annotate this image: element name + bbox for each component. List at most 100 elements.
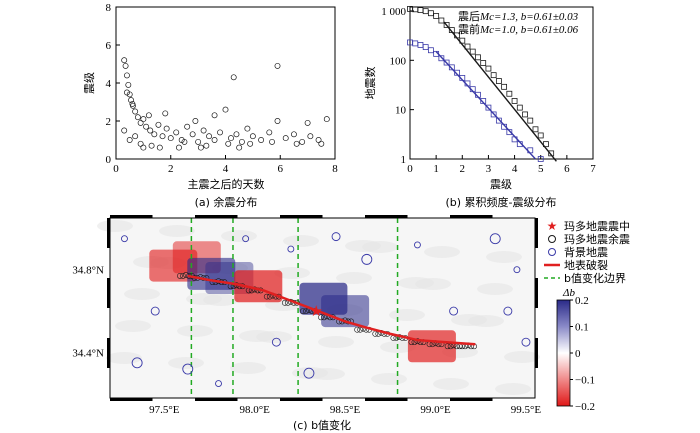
relief-shade — [230, 362, 266, 374]
panel-b-xtick-label: 7 — [590, 163, 596, 175]
relief-shade — [486, 251, 522, 263]
aftershock-point — [323, 116, 330, 123]
aftershock-point — [156, 144, 163, 151]
aftershock-point — [147, 127, 154, 134]
panel-b-ytick-label: 100 — [390, 55, 407, 67]
aftershock-point — [140, 144, 147, 151]
aftershock-point — [121, 57, 128, 64]
aftershock-point — [173, 129, 180, 136]
colorbar-tick-label: 0.2 — [575, 295, 589, 307]
fmd-point — [506, 90, 513, 97]
frame-segment — [110, 215, 153, 218]
panel-c-map: ★ 97.5°E 98.0°E 98.5°E 99.0°E 99.5°E 34.8°N 34… — [72, 215, 630, 432]
aftershock-point — [274, 62, 281, 69]
aftershock-point — [244, 125, 251, 132]
fmd-point — [433, 50, 440, 57]
map-aftershock — [444, 343, 451, 350]
panel-a-caption: (a) 余震分布 — [195, 195, 258, 209]
background-quake — [121, 235, 128, 243]
fmd-point — [448, 64, 455, 71]
fmd-point — [527, 147, 534, 154]
relief-shade — [504, 351, 540, 363]
background-quake — [449, 306, 459, 316]
frame-segment — [195, 215, 238, 218]
relief-shade — [424, 246, 460, 258]
fmd-point — [495, 78, 502, 84]
fmd-point — [522, 111, 528, 118]
frame-segment — [535, 278, 538, 308]
aftershock-point — [134, 114, 141, 121]
annotation-before-prefix: 震前 — [458, 22, 480, 36]
fmd-point — [516, 104, 523, 111]
relief-shade — [283, 235, 319, 247]
panel-a-xtick-label: 4 — [223, 163, 229, 175]
background-quake — [287, 245, 295, 253]
fmd-point — [485, 104, 492, 111]
fit-line — [443, 21, 557, 162]
fmd-point — [495, 117, 502, 124]
fmd-point — [469, 86, 476, 93]
frame-segment — [280, 398, 323, 401]
aftershock-point — [181, 138, 188, 145]
aftershock-point — [121, 127, 128, 134]
fmd-point — [548, 150, 555, 157]
colorbar-tick-label: −0.2 — [575, 401, 595, 413]
panel-a-ytick-label: 4 — [106, 78, 112, 90]
aftershock-point — [128, 97, 135, 104]
background-quake — [521, 337, 531, 347]
aftershock-point — [258, 137, 265, 143]
panel-b-xtick-label: 6 — [564, 163, 570, 175]
aftershock-point — [162, 110, 169, 117]
panel-b-ytick-label: 1 000 — [381, 6, 406, 18]
fmd-point — [511, 98, 518, 104]
legend-background-symbol — [548, 248, 556, 256]
fmd-point — [537, 132, 544, 139]
panel-a-ylabel: 震级 — [83, 72, 96, 94]
fmd-point — [443, 59, 450, 66]
aftershock-point — [225, 140, 232, 147]
db-patch — [149, 249, 198, 282]
db-patch — [407, 330, 456, 363]
frame-segment — [365, 398, 408, 401]
colorbar-tick-label: 0.1 — [575, 322, 589, 334]
fmd-point — [428, 47, 434, 54]
aftershock-point — [274, 118, 281, 124]
frame-segment — [450, 215, 493, 218]
panel-a-ytick-label: 2 — [106, 116, 112, 128]
frame-segment — [107, 278, 110, 308]
panel-a-ytick-label: 0 — [106, 154, 112, 166]
fmd-point — [475, 91, 481, 98]
relief-shade — [318, 336, 354, 348]
colorbar-tick-label: 0 — [575, 348, 581, 360]
panel-b-xlabel: 震级 — [490, 178, 512, 191]
panel-c-xtick-label: 99.5°E — [511, 404, 542, 416]
aftershock-point — [318, 140, 325, 147]
aftershock-point — [206, 133, 213, 140]
relief-shade — [221, 230, 257, 242]
fmd-point — [516, 141, 523, 148]
panel-b-ytick-label: 10 — [395, 105, 407, 117]
aftershock-point — [155, 121, 162, 128]
panel-c-caption: (c) b值变化 — [293, 418, 351, 432]
relief-shade — [345, 240, 381, 252]
annotation-after-text: Mc=1.3, b=0.61±0.03 — [479, 11, 579, 23]
fmd-point — [501, 123, 508, 130]
map-aftershock — [303, 308, 309, 315]
annotation-after-prefix: 震后 — [458, 10, 480, 23]
fmd-point — [490, 72, 497, 79]
map-aftershock — [318, 314, 324, 321]
aftershock-point — [236, 144, 243, 151]
fmd-point — [454, 69, 460, 76]
aftershock-point — [137, 140, 144, 147]
relief-shade — [124, 288, 160, 300]
aftershock-point — [211, 112, 218, 119]
panel-c-xtick-label: 98.5°E — [330, 404, 361, 416]
background-quake — [503, 306, 513, 316]
map-aftershock — [263, 293, 270, 300]
fmd-point — [485, 65, 492, 72]
aftershock-point — [148, 142, 155, 149]
panel-c-xtick-label: 99.0°E — [420, 404, 451, 416]
frame-segment — [365, 215, 408, 218]
